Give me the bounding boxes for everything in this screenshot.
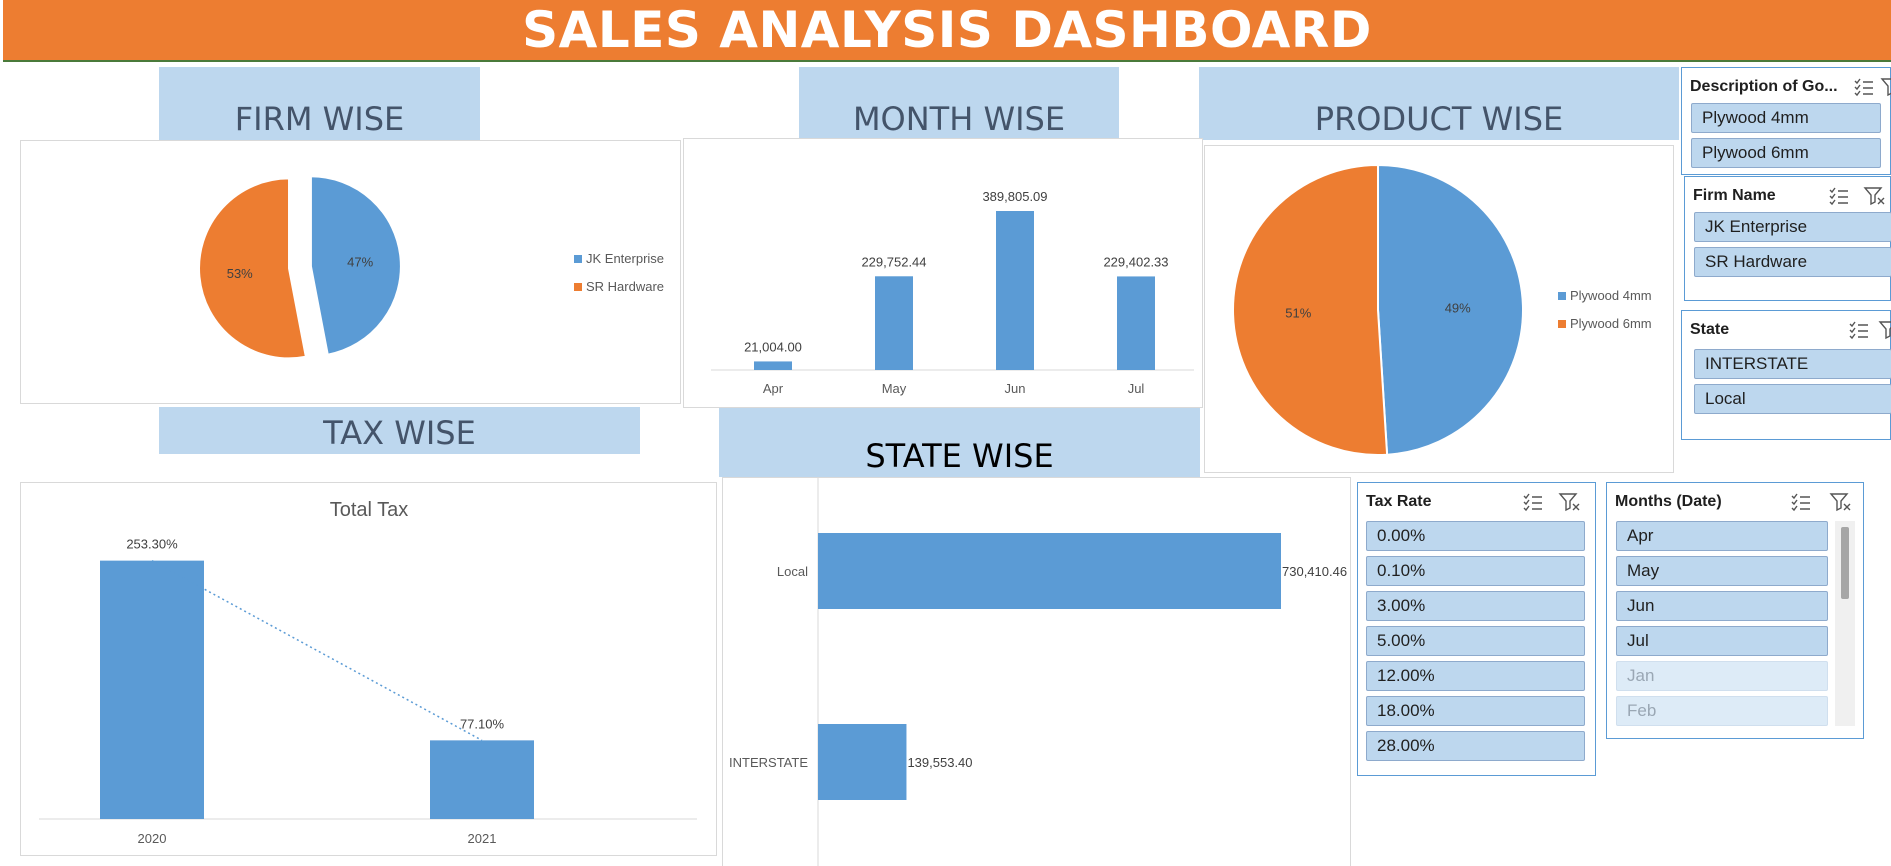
bar [430, 740, 534, 819]
bar-data-label: 77.10% [460, 716, 505, 731]
bar-data-label: 730,410.46 [1282, 564, 1347, 579]
firm-wise-chart[interactable]: 47% 53% JK Enterprise SR Hardware [20, 140, 681, 404]
slicer-firm-item[interactable]: JK Enterprise [1694, 212, 1891, 242]
slicer-state-title: State [1690, 321, 1730, 338]
slicer-state-item[interactable]: Local [1694, 384, 1891, 414]
pie-data-label: 47% [347, 255, 373, 270]
bar-data-label: 229,752.44 [861, 254, 926, 269]
scrollbar-thumb[interactable] [1841, 527, 1849, 599]
clear-filter-icon[interactable] [1558, 491, 1582, 513]
slicer-firm-name[interactable]: Firm Name JK Enterprise SR Hardware [1684, 176, 1891, 301]
y-tick-label: INTERSTATE [729, 755, 808, 770]
slicer-tax-rate-item[interactable]: 18.00% [1366, 696, 1585, 726]
slicer-tax-rate-item[interactable]: 0.00% [1366, 521, 1585, 551]
bar-data-label: 389,805.09 [982, 189, 1047, 204]
bar [996, 211, 1034, 370]
product-wise-chart[interactable]: 49% 51% Plywood 4mm Plywood 6mm [1204, 145, 1674, 473]
pie-slice [309, 175, 402, 356]
x-tick-label: Jun [1005, 381, 1026, 396]
legend-label: Plywood 4mm [1570, 288, 1652, 303]
legend-swatch [574, 283, 582, 291]
pie-slice [1232, 163, 1389, 456]
month-wise-chart[interactable]: 21,004.00 Apr 229,752.44 May 389,805.09 Jun 22… [683, 138, 1203, 408]
slicer-description-item[interactable]: Plywood 4mm [1691, 103, 1881, 133]
pie-data-label: 49% [1445, 300, 1471, 315]
multi-select-icon[interactable] [1827, 185, 1851, 207]
slicer-months-item[interactable]: Apr [1616, 521, 1828, 551]
bar [818, 533, 1281, 609]
dashboard-title: SALES ANALYSIS DASHBOARD [522, 1, 1372, 59]
x-tick-label: 2020 [138, 831, 167, 846]
slicer-tax-rate-title: Tax Rate [1366, 493, 1432, 510]
clear-filter-icon[interactable] [1829, 491, 1853, 513]
legend-swatch [1558, 320, 1566, 328]
state-wise-chart[interactable]: 730,410.46 Local 139,553.40 INTERSTATE [722, 477, 1351, 866]
bar-data-label: 229,402.33 [1103, 254, 1168, 269]
pie-data-label: 51% [1285, 306, 1311, 321]
multi-select-icon[interactable] [1847, 319, 1871, 341]
pie-data-label: 53% [227, 266, 253, 281]
section-firm-wise: FIRM WISE [159, 67, 480, 140]
x-tick-label: Jul [1128, 381, 1145, 396]
slicer-firm-item[interactable]: SR Hardware [1694, 247, 1891, 277]
slicer-state-item[interactable]: INTERSTATE [1694, 349, 1891, 379]
clear-filter-icon[interactable] [1878, 319, 1891, 341]
bar [875, 276, 913, 370]
tax-wise-chart[interactable]: Total Tax 253.30% 2020 77.10% 2021 [20, 482, 717, 856]
x-tick-label: May [882, 381, 907, 396]
slicer-months-item[interactable]: Jun [1616, 591, 1828, 621]
section-month-wise: MONTH WISE [799, 67, 1119, 140]
slicer-tax-rate[interactable]: Tax Rate 0.00% 0.10% 3.00% 5.00% 12.00% … [1357, 482, 1596, 776]
bar [754, 361, 792, 370]
slicer-tax-rate-item[interactable]: 28.00% [1366, 731, 1585, 761]
slicer-months-item[interactable]: May [1616, 556, 1828, 586]
slicer-description-title: Description of Go... [1690, 78, 1838, 95]
y-tick-label: Local [777, 564, 808, 579]
pie-slice [198, 177, 308, 360]
multi-select-icon[interactable] [1852, 76, 1876, 98]
section-product-wise: PRODUCT WISE [1199, 87, 1679, 140]
slicer-months-item-no-data[interactable]: Jan [1616, 661, 1828, 691]
bar [1117, 276, 1155, 370]
slicer-months-item[interactable]: Jul [1616, 626, 1828, 656]
legend-label: JK Enterprise [586, 251, 664, 266]
slicer-months-item-no-data[interactable]: Feb [1616, 696, 1828, 726]
slicer-tax-rate-item[interactable]: 0.10% [1366, 556, 1585, 586]
slicer-months[interactable]: Months (Date) Apr May Jun Jul Jan Feb [1606, 482, 1864, 739]
slicer-tax-rate-item[interactable]: 5.00% [1366, 626, 1585, 656]
legend-label: SR Hardware [586, 279, 664, 294]
slicer-tax-rate-item[interactable]: 12.00% [1366, 661, 1585, 691]
bar [100, 560, 204, 819]
bar-data-label: 139,553.40 [907, 755, 972, 770]
multi-select-icon[interactable] [1521, 491, 1545, 513]
bar-data-label: 253.30% [126, 537, 178, 552]
legend-label: Plywood 6mm [1570, 316, 1652, 331]
clear-filter-icon[interactable] [1863, 185, 1887, 207]
bar [818, 724, 907, 800]
multi-select-icon[interactable] [1789, 491, 1813, 513]
slicer-months-scrollbar[interactable] [1835, 521, 1855, 726]
slicer-tax-rate-item[interactable]: 3.00% [1366, 591, 1585, 621]
legend-swatch [574, 255, 582, 263]
chart-title: Total Tax [330, 499, 409, 521]
section-state-wise: STATE WISE [719, 407, 1200, 477]
slicer-description-item[interactable]: Plywood 6mm [1691, 138, 1881, 168]
bar-data-label: 21,004.00 [744, 339, 802, 354]
dashboard-banner: SALES ANALYSIS DASHBOARD [3, 0, 1891, 62]
x-tick-label: Apr [763, 381, 784, 396]
pie-slice [1377, 163, 1525, 456]
slicer-description[interactable]: Description of Go... Plywood 4mm Plywood… [1681, 67, 1891, 175]
x-tick-label: 2021 [468, 831, 497, 846]
slicer-firm-title: Firm Name [1693, 187, 1776, 204]
slicer-state[interactable]: State INTERSTATE Local [1681, 310, 1891, 440]
section-tax-wise: TAX WISE [159, 407, 640, 454]
legend-swatch [1558, 292, 1566, 300]
clear-filter-icon[interactable] [1880, 76, 1891, 98]
section-product-top-band [1199, 67, 1679, 87]
slicer-months-title: Months (Date) [1615, 493, 1722, 510]
